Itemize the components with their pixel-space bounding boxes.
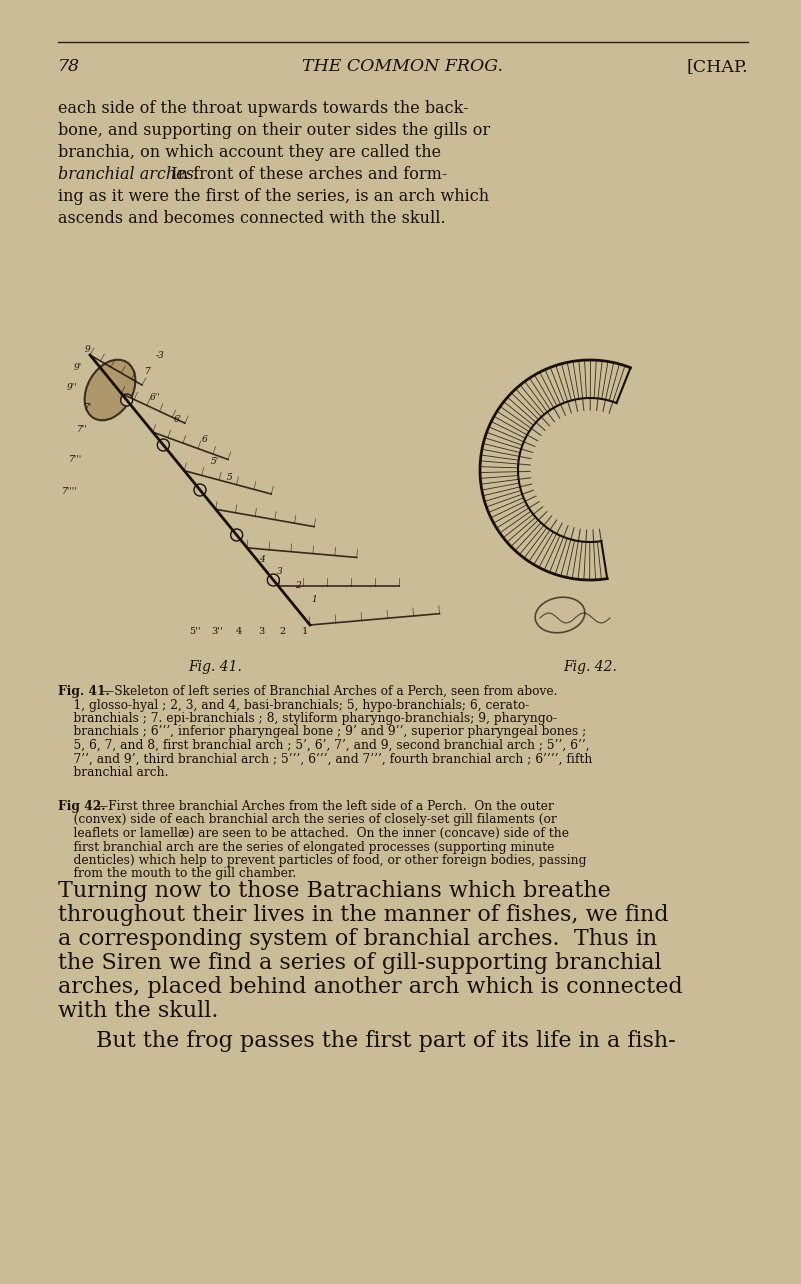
Text: 1, glosso-hyal ; 2, 3, and 4, basi-branchials; 5, hypo-branchials; 6, cerato-: 1, glosso-hyal ; 2, 3, and 4, basi-branc… <box>58 698 529 711</box>
Text: 3: 3 <box>258 627 264 636</box>
Text: arches, placed behind another arch which is connected: arches, placed behind another arch which… <box>58 976 682 998</box>
Text: Fig. 41.: Fig. 41. <box>58 684 110 698</box>
Text: 6'': 6'' <box>150 393 160 402</box>
Text: 4: 4 <box>260 556 265 565</box>
Text: first branchial arch are the series of elongated processes (supporting minute: first branchial arch are the series of e… <box>58 841 554 854</box>
Text: bone, and supporting on their outer sides the gills or: bone, and supporting on their outer side… <box>58 122 490 139</box>
Text: (convex) side of each branchial arch the series of closely-set gill filaments (o: (convex) side of each branchial arch the… <box>58 814 557 827</box>
Text: 1: 1 <box>311 596 317 605</box>
Text: with the skull.: with the skull. <box>58 1000 219 1022</box>
Text: 7'': 7'' <box>77 425 87 434</box>
Text: branchial arch.: branchial arch. <box>58 767 168 779</box>
Text: Fig. 41.: Fig. 41. <box>188 660 242 674</box>
Text: 7': 7' <box>84 402 92 411</box>
Circle shape <box>231 529 243 541</box>
Text: THE COMMON FROG.: THE COMMON FROG. <box>303 58 504 74</box>
Text: 5'': 5'' <box>189 627 201 636</box>
Text: But the frog passes the first part of its life in a fish-: But the frog passes the first part of it… <box>96 1030 676 1052</box>
Text: —Skeleton of left series of Branchial Arches of a Perch, seen from above.: —Skeleton of left series of Branchial Ar… <box>102 684 557 698</box>
Text: 2: 2 <box>280 627 286 636</box>
Text: 7''': 7''' <box>70 456 83 465</box>
Text: 9'': 9'' <box>66 384 78 393</box>
Text: 5: 5 <box>227 474 233 483</box>
Circle shape <box>121 394 133 406</box>
Ellipse shape <box>535 597 585 633</box>
Text: from the mouth to the gill chamber.: from the mouth to the gill chamber. <box>58 868 296 881</box>
Text: 4: 4 <box>235 627 242 636</box>
Ellipse shape <box>85 360 135 420</box>
Text: In front of these arches and form-: In front of these arches and form- <box>161 166 448 184</box>
Text: throughout their lives in the manner of fishes, we find: throughout their lives in the manner of … <box>58 904 669 926</box>
Text: 3: 3 <box>277 568 283 577</box>
Text: branchials ; 6’’’, inferior pharyngeal bone ; 9’ and 9’’, superior pharyngeal bo: branchials ; 6’’’, inferior pharyngeal b… <box>58 725 586 738</box>
Text: denticles) which help to prevent particles of food, or other foreign bodies, pas: denticles) which help to prevent particl… <box>58 854 586 867</box>
Text: 6': 6' <box>174 416 182 425</box>
Text: Fig 42.: Fig 42. <box>58 800 106 813</box>
Text: leaflets or lamellæ) are seen to be attached.  On the inner (concave) side of th: leaflets or lamellæ) are seen to be atta… <box>58 827 569 840</box>
Text: [CHAP.: [CHAP. <box>686 58 748 74</box>
Circle shape <box>194 484 206 496</box>
Text: ascends and becomes connected with the skull.: ascends and becomes connected with the s… <box>58 211 445 227</box>
Text: ing as it were the first of the series, is an arch which: ing as it were the first of the series, … <box>58 187 489 205</box>
Text: the Siren we find a series of gill-supporting branchial: the Siren we find a series of gill-suppo… <box>58 951 662 975</box>
Text: each side of the throat upwards towards the back-: each side of the throat upwards towards … <box>58 100 469 117</box>
Text: 2: 2 <box>295 580 301 589</box>
Text: 1: 1 <box>302 627 308 636</box>
Text: Fig. 42.: Fig. 42. <box>563 660 617 674</box>
Circle shape <box>268 574 280 586</box>
Text: 6: 6 <box>202 435 208 444</box>
Text: 3'': 3'' <box>211 627 223 636</box>
Text: —First three branchial Arches from the left side of a Perch.  On the outer: —First three branchial Arches from the l… <box>96 800 554 813</box>
Circle shape <box>157 439 169 451</box>
Text: Turning now to those Batrachians which breathe: Turning now to those Batrachians which b… <box>58 880 610 901</box>
Text: -3: -3 <box>155 351 164 360</box>
Text: 5, 6, 7, and 8, first branchial arch ; 5’, 6’, 7’, and 9, second branchial arch : 5, 6, 7, and 8, first branchial arch ; 5… <box>58 740 590 752</box>
Text: 7'''': 7'''' <box>62 488 78 497</box>
Text: a corresponding system of branchial arches.  Thus in: a corresponding system of branchial arch… <box>58 928 657 950</box>
Text: 9': 9' <box>74 362 83 371</box>
Text: branchial arches.: branchial arches. <box>58 166 199 184</box>
Text: 78: 78 <box>58 58 80 74</box>
Text: branchials ; 7. epi-branchials ; 8, styliform pharyngo-branchials; 9, pharyngo-: branchials ; 7. epi-branchials ; 8, styl… <box>58 713 557 725</box>
Text: 9: 9 <box>85 345 91 354</box>
Text: 7: 7 <box>145 367 151 376</box>
Text: 7’’, and 9’, third branchial arch ; 5’’’, 6’’’, and 7’’’, fourth branchial arch : 7’’, and 9’, third branchial arch ; 5’’’… <box>58 752 593 765</box>
Text: branchia, on which account they are called the: branchia, on which account they are call… <box>58 144 441 160</box>
Text: 5': 5' <box>211 457 219 466</box>
